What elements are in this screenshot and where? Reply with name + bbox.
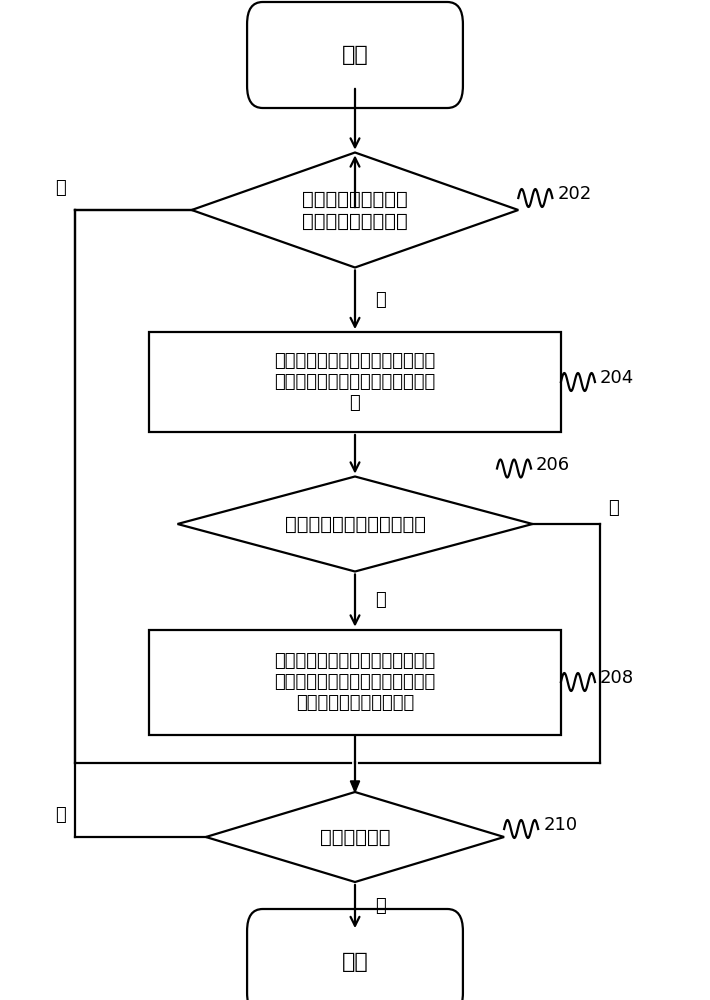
Bar [149,332,561,432]
Text: 否: 否 [55,806,66,824]
Polygon shape [206,792,504,882]
Text: 206: 206 [536,456,570,474]
Text: 判断终端的第一显示
屏是否处于亮屏状态: 判断终端的第一显示 屏是否处于亮屏状态 [302,190,408,231]
Text: 否: 否 [55,179,66,197]
Text: 是: 是 [375,592,386,610]
Text: 否: 否 [608,499,619,517]
Text: 终端是否关机: 终端是否关机 [320,828,390,846]
FancyBboxPatch shape [247,2,463,108]
Text: 204: 204 [600,369,634,387]
Text: 210: 210 [543,816,577,834]
Polygon shape [351,781,359,792]
Text: 通过加速度传感器检测终端的移动
参数，以监听终端是否进行翻转动
作: 通过加速度传感器检测终端的移动 参数，以监听终端是否进行翻转动 作 [274,352,436,412]
Text: 结束: 结束 [342,952,368,972]
Text: 开始: 开始 [342,45,368,65]
Text: 是: 是 [375,898,386,916]
Bar [149,630,561,734]
Polygon shape [178,477,532,572]
FancyBboxPatch shape [247,909,463,1000]
Text: 是: 是 [375,291,386,309]
Text: 判断终端是否完成翻转动作: 判断终端是否完成翻转动作 [285,514,425,534]
Text: 202: 202 [557,185,591,203]
Polygon shape [192,152,518,267]
Text: 将第一显示屏上显示的内容切换到
第二显示屏上进行显示，并控制第
一显示屏处于灭屏状态。: 将第一显示屏上显示的内容切换到 第二显示屏上进行显示，并控制第 一显示屏处于灭屏… [274,652,436,712]
Text: 208: 208 [600,669,634,687]
